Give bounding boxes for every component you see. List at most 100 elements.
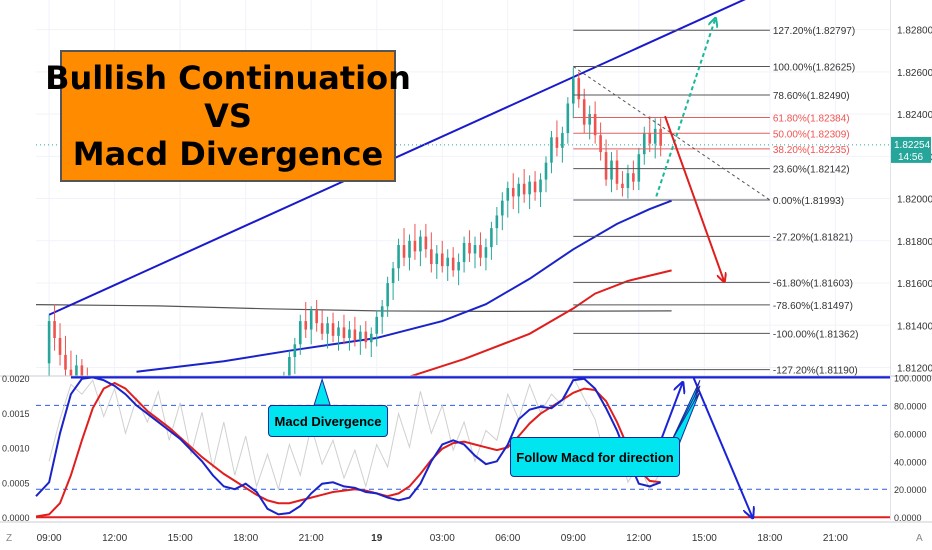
candle-body [342,327,346,338]
macd-axis-label: 0.0005 [2,478,30,488]
fib-level-label: -78.60%(1.81497) [773,301,853,312]
fib-level-label: -27.20%(1.81821) [773,232,853,243]
price-axis-label: 1.82400 [897,110,932,121]
candle-body [75,365,78,376]
time-axis-label: 15:00 [692,533,717,544]
candle-body [69,369,73,376]
candle-body [315,310,318,324]
macd-line [35,376,662,516]
candle-body [47,321,51,364]
candle-body [413,240,417,252]
candle-body [353,329,357,341]
candle-body [615,160,619,184]
candle-body [320,323,324,334]
candle-body [653,128,657,144]
time-axis-label: 12:00 [626,533,651,544]
price-axis-label: 1.81600 [897,279,932,290]
candle-body [446,257,450,267]
candle-body [604,152,608,180]
candle-body [642,133,646,155]
candle-body [364,331,368,343]
fib-level-label: 23.60%(1.82142) [773,165,850,176]
follow-macd-callout: Follow Macd for direction [510,437,680,477]
time-axis-label: 03:00 [430,533,455,544]
candle-body [462,242,466,262]
oscillator-axis-label: 60.0000 [894,429,927,439]
fib-level-label: 78.60%(1.82490) [773,91,850,102]
candle-body [430,249,433,265]
oscillator-axis-label: 80.0000 [894,401,927,411]
oscillator-axis-label: 100.0000 [894,373,932,383]
price-axis-label: 1.81400 [897,321,932,332]
candle-body [386,283,389,307]
title-line-2: VS [204,97,252,135]
candle-body [484,247,488,258]
candle-body [473,245,477,254]
candle-body [457,261,460,271]
candle-body [397,245,400,269]
candle-body [293,344,297,357]
direction-down-arrow [692,377,752,517]
candle-body [479,245,482,258]
oscillator-axis-label: 0.0000 [894,513,922,523]
moving-average-blue [136,199,672,373]
candle-body [424,236,428,250]
candle-body [544,162,548,180]
fib-level-label: 50.00%(1.82309) [773,129,850,140]
time-axis-label: 18:00 [757,533,782,544]
macd-axis-label: 0.0015 [2,409,30,419]
trend-line [48,0,746,316]
macd-axis-label: 0.0000 [2,513,30,523]
time-axis-label: 21:00 [299,533,324,544]
candle-body [550,137,553,163]
candle-body [419,236,422,252]
candle-body [380,306,384,317]
time-axis-label: 15:00 [168,533,193,544]
candle-body [522,183,526,195]
auto-scale-button[interactable]: A [916,533,923,544]
candle-body [610,160,613,180]
candle-body [331,323,335,336]
candle-body [53,321,56,338]
indicator-pane [0,375,932,520]
candle-body [511,188,515,197]
time-axis-label: 12:00 [102,533,127,544]
candle-body [337,327,340,336]
macd-divergence-callout: Macd Divergence [268,405,388,437]
candle-body [506,188,510,201]
time-axis-label: 18:00 [233,533,258,544]
fib-level-label: 0.00%(1.81993) [773,196,844,207]
candle-body [593,114,597,136]
candle-body [533,181,537,193]
bar-countdown-label: 14:56 [898,152,923,163]
candle-body [632,173,635,182]
oscillator-axis-label: 20.0000 [894,485,927,495]
candle-body [501,200,504,216]
moving-average-gray [35,304,672,312]
price-axis-label: 1.81200 [897,364,932,375]
time-axis-label: 06:00 [495,533,520,544]
candle-body [309,310,313,330]
price-pane: 127.20%(1.82797) 100.00%(1.82625) 78.60%(1… [35,0,890,461]
candle-body [326,323,329,334]
candle-body [288,356,291,381]
candle-body [571,78,575,104]
fib-level-label: 61.80%(1.82384) [773,113,850,124]
time-axis-label: 19 [371,533,383,544]
price-axis-label: 1.82800 [897,26,932,37]
candle-body [621,183,624,188]
candle-body [375,316,379,334]
candle-body [408,240,411,258]
candle-body [440,253,444,267]
current-price-label: 1.82254 [894,140,931,151]
title-line-1: Bullish Continuation [45,59,411,97]
candle-body [599,135,602,153]
fib-level-label: 38.20%(1.82235) [773,145,850,156]
candle-body [80,365,84,383]
candle-body [637,154,641,182]
candle-body [528,181,531,195]
candle-body [298,321,302,345]
timezone-button[interactable]: Z [6,533,12,544]
